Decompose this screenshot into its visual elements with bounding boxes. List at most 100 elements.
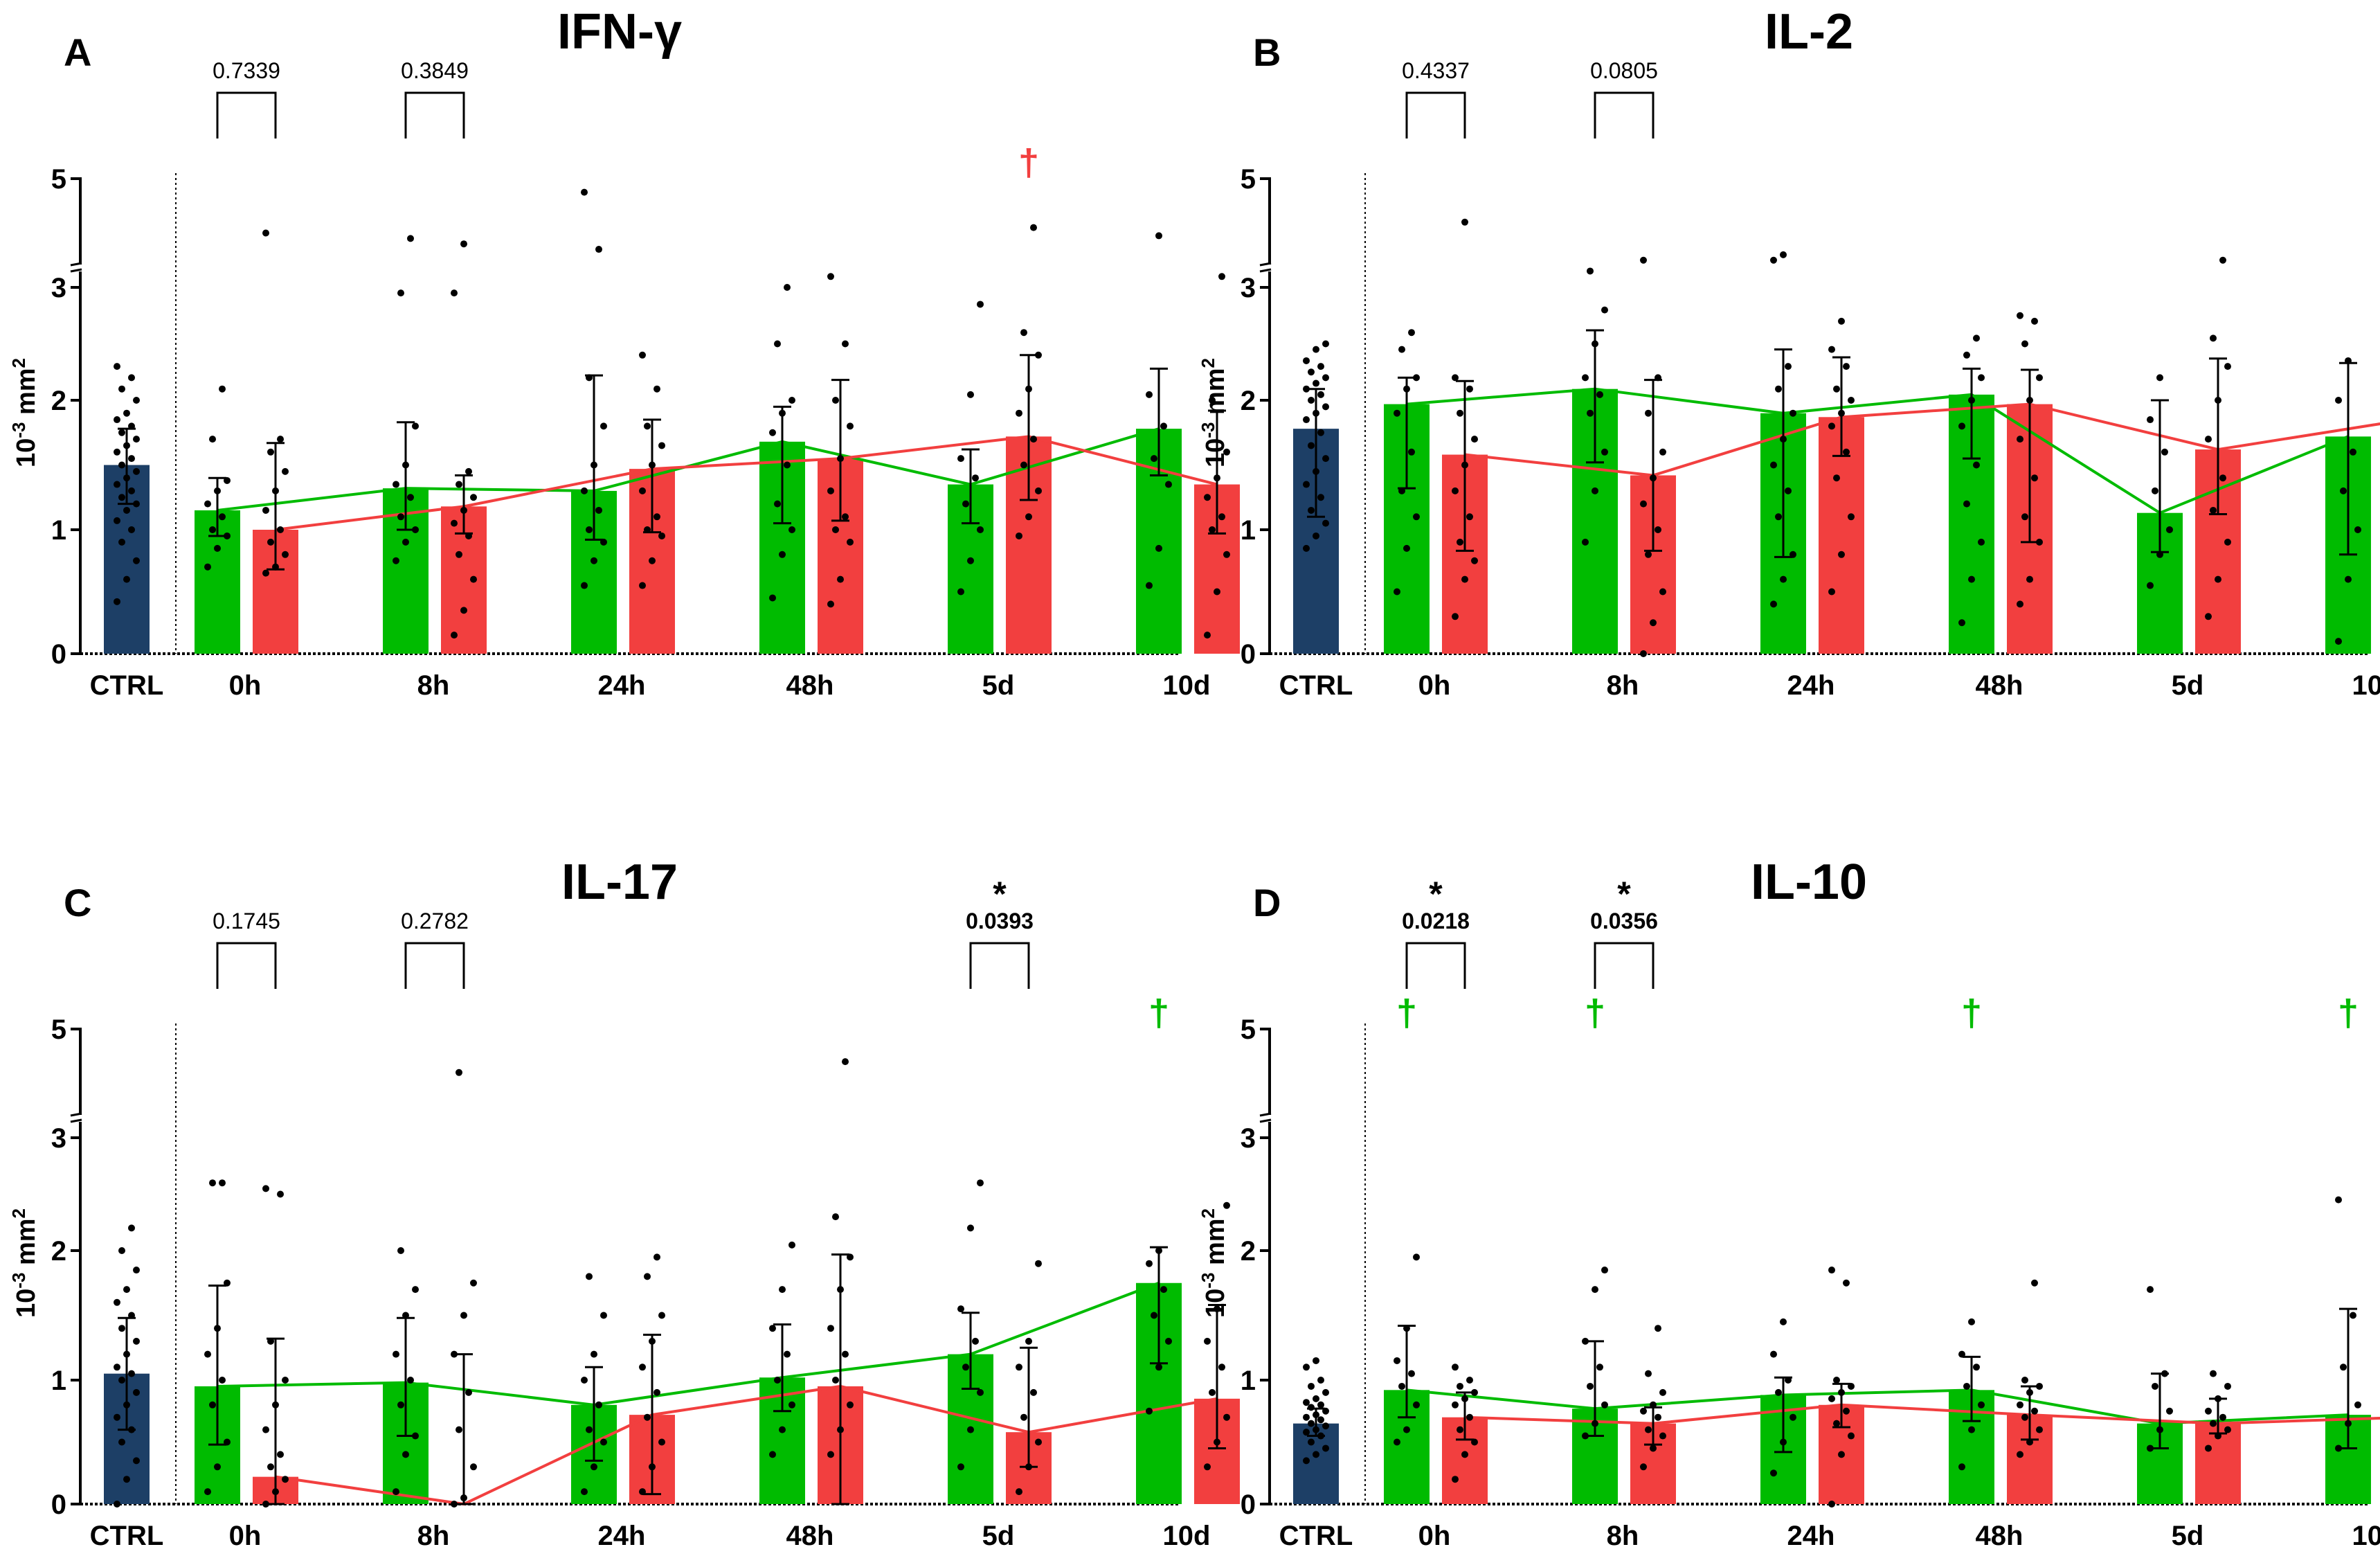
point-green — [1413, 513, 1420, 521]
point-red — [2210, 1370, 2217, 1377]
x-tick-label: 24h — [1787, 670, 1835, 701]
point-red — [470, 575, 477, 583]
point-green — [1160, 422, 1167, 430]
dagger-marker: † — [1396, 992, 1417, 1034]
x-tick-label-ctrl: CTRL — [1279, 1521, 1353, 1551]
point-red — [1838, 551, 1845, 558]
point-green — [1394, 1357, 1400, 1364]
point-red — [1466, 1413, 1473, 1421]
point-red — [267, 538, 274, 546]
point-green — [774, 500, 781, 508]
point-red — [2031, 474, 2038, 482]
point-green — [1596, 391, 1603, 398]
point-green — [1413, 1401, 1420, 1409]
point-red — [644, 1273, 651, 1280]
point-green — [2335, 1196, 2342, 1204]
comparison-bracket — [969, 942, 1030, 989]
point-green — [1775, 513, 1782, 521]
point-green — [769, 594, 776, 602]
point-green — [209, 1401, 216, 1409]
point-green — [962, 1363, 969, 1371]
point-red — [1838, 1451, 1845, 1458]
point-red — [262, 1426, 269, 1433]
chart-title: IFN-γ — [557, 4, 682, 60]
p-value-label: 0.7339 — [213, 58, 280, 83]
point-ctrl — [118, 429, 125, 436]
point-ctrl — [1322, 455, 1329, 463]
y-axis-label-superscript: 2 — [1198, 358, 1218, 368]
point-ctrl — [114, 416, 120, 424]
y-tick-label: 0 — [51, 639, 66, 670]
point-green — [977, 1388, 984, 1396]
point-ctrl — [128, 455, 135, 463]
point-red — [1025, 1337, 1032, 1345]
y-axis-label-superscript: -3 — [1198, 1273, 1218, 1289]
y-axis-break-mark — [70, 268, 82, 273]
point-red — [2224, 538, 2231, 546]
point-green — [957, 1305, 964, 1313]
point-green — [1963, 1382, 1970, 1390]
point-red — [1645, 551, 1652, 558]
point-red — [832, 397, 839, 404]
point-green — [407, 1377, 414, 1384]
point-red — [1659, 588, 1666, 596]
y-axis-break-mark — [1259, 1118, 1272, 1123]
point-ctrl — [1303, 1457, 1310, 1465]
point-red — [1204, 1337, 1211, 1345]
point-green — [1398, 346, 1405, 353]
point-red — [639, 582, 646, 589]
point-red — [653, 385, 660, 393]
dagger-marker: † — [1585, 992, 1605, 1034]
point-red — [1828, 588, 1835, 596]
x-tick-label: 48h — [1976, 1521, 2023, 1551]
point-green — [1978, 1401, 1985, 1409]
point-ctrl — [1313, 1357, 1319, 1364]
point-green — [2152, 487, 2158, 494]
trend-line-red — [275, 435, 1218, 531]
point-red — [658, 1438, 665, 1446]
point-red — [1020, 461, 1027, 469]
point-red — [2021, 1413, 2028, 1421]
point-green — [1958, 619, 1965, 627]
point-red — [1466, 513, 1473, 521]
point-red — [1452, 1476, 1459, 1483]
point-red — [451, 632, 458, 639]
point-red — [1457, 409, 1463, 417]
point-green — [1780, 251, 1787, 258]
point-green — [2340, 487, 2347, 494]
point-red — [2219, 474, 2226, 482]
point-green — [1973, 334, 1980, 342]
point-red — [1030, 436, 1037, 443]
point-green — [1587, 1382, 1594, 1390]
point-red — [827, 1325, 834, 1332]
point-red — [658, 1312, 665, 1319]
point-red — [1659, 1388, 1666, 1396]
point-green — [204, 1488, 211, 1496]
point-red — [2017, 436, 2023, 443]
point-green — [1165, 1337, 1172, 1345]
point-red — [644, 422, 651, 430]
point-green — [1408, 329, 1415, 337]
point-green — [219, 385, 226, 393]
point-red — [1843, 1407, 1850, 1415]
point-ctrl — [133, 1267, 140, 1274]
point-green — [769, 429, 776, 436]
point-red — [1833, 1420, 1840, 1427]
point-red — [282, 1476, 289, 1483]
point-ctrl — [1308, 1382, 1315, 1390]
point-red — [262, 229, 269, 237]
point-red — [2036, 1382, 2043, 1390]
p-value-label: 0.1745 — [213, 909, 280, 933]
point-green — [1785, 487, 1792, 494]
point-red — [2031, 1407, 2038, 1415]
point-green — [397, 1247, 404, 1254]
point-red — [832, 1377, 839, 1384]
point-red — [460, 607, 467, 614]
point-ctrl — [1308, 1420, 1315, 1427]
point-red — [2031, 317, 2038, 325]
point-red — [1838, 317, 1845, 325]
point-green — [1408, 1370, 1415, 1377]
x-tick-label-ctrl: CTRL — [1279, 670, 1353, 701]
point-red — [1209, 1388, 1216, 1396]
point-green — [1601, 448, 1608, 456]
